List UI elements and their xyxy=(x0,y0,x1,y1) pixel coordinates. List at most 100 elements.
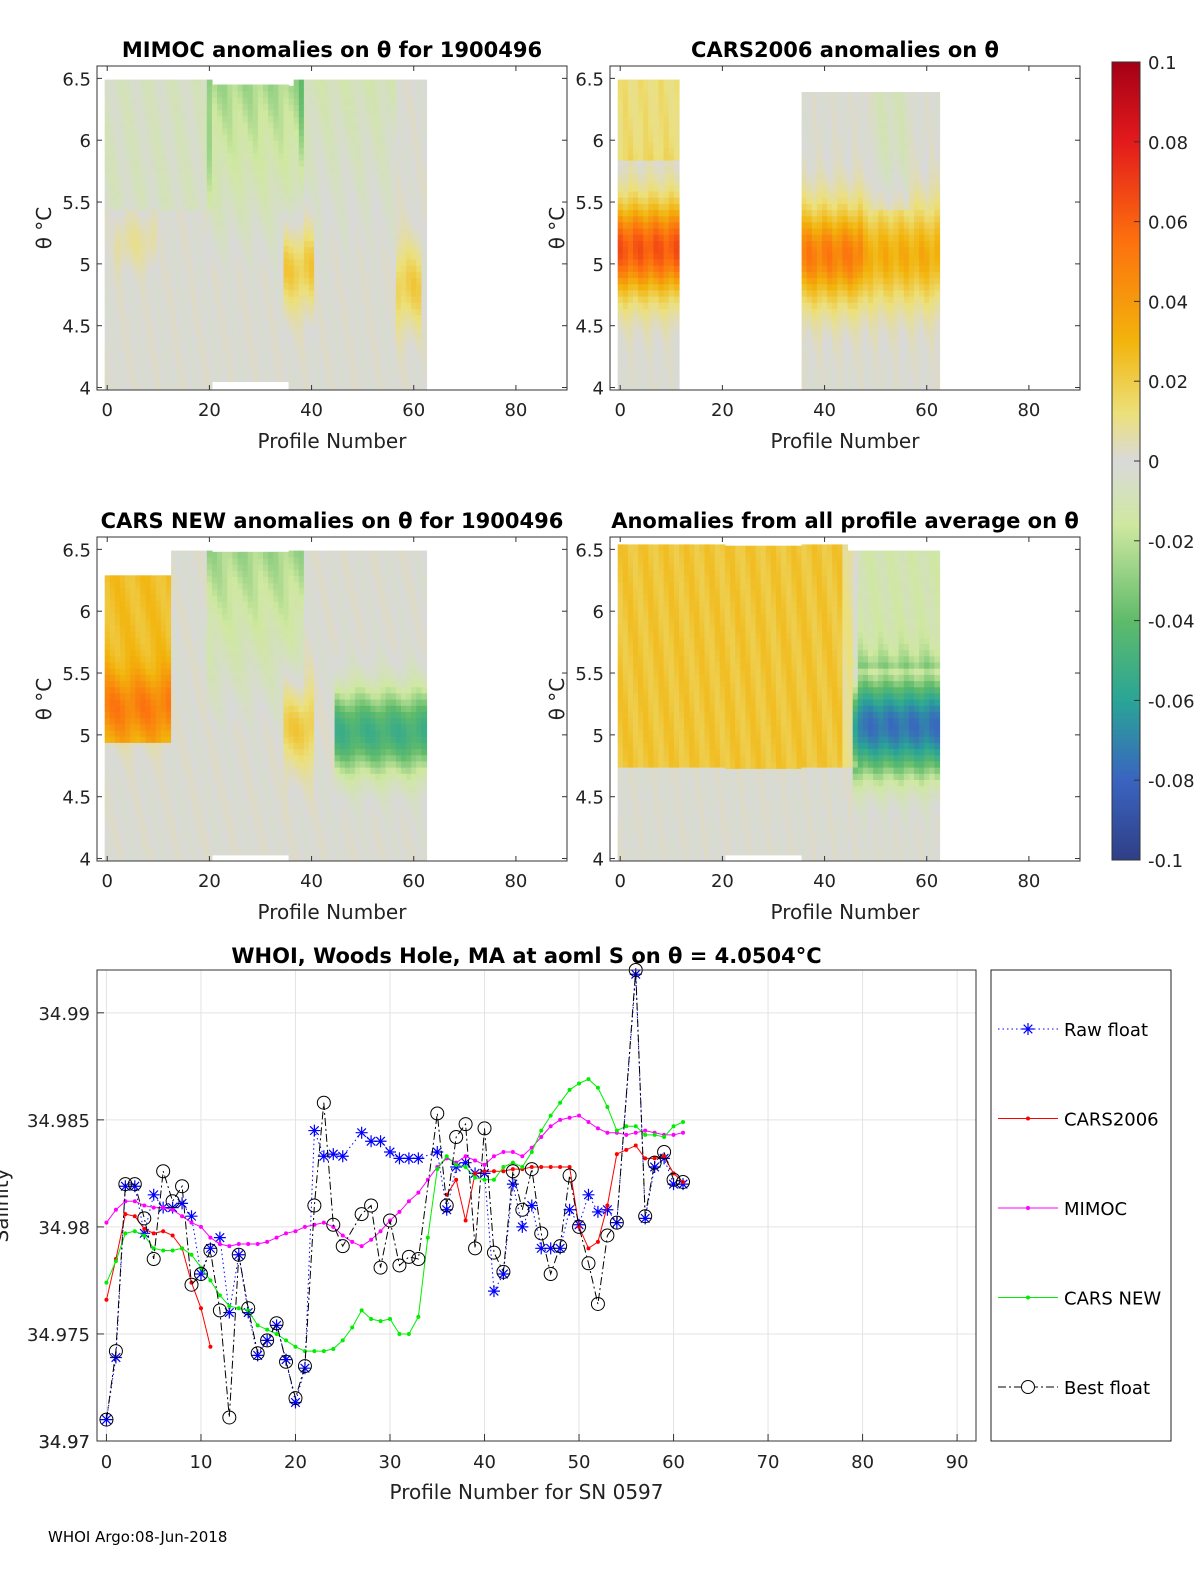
heatmap-cell xyxy=(648,98,654,105)
heatmap-cell xyxy=(273,251,279,259)
heatmap-cell xyxy=(171,203,177,211)
heatmap-cell xyxy=(319,141,325,149)
heatmap-cell xyxy=(114,147,121,155)
heatmap-cell xyxy=(283,369,290,376)
heatmap-cell xyxy=(811,357,818,365)
heatmap-cell xyxy=(298,184,305,192)
heatmap-cell xyxy=(868,277,874,285)
heatmap-cell xyxy=(842,153,849,161)
heatmap-cell xyxy=(380,104,387,112)
heatmap-cell xyxy=(186,246,193,254)
heatmap-cell xyxy=(421,351,428,359)
heatmap-cell xyxy=(370,79,376,87)
heatmap-cell xyxy=(658,277,665,285)
heatmap-cell xyxy=(355,364,361,371)
heatmap-cell xyxy=(237,350,244,358)
heatmap-cell xyxy=(622,283,629,291)
heatmap-cell xyxy=(924,271,930,279)
heatmap-cell xyxy=(160,320,167,328)
heatmap-cell xyxy=(903,382,910,390)
heatmap-cell xyxy=(278,313,285,321)
heatmap-cell xyxy=(622,258,629,266)
heatmap-cell xyxy=(201,98,208,105)
heatmap-cell xyxy=(622,345,629,353)
heatmap-cell xyxy=(365,246,371,254)
heatmap-cell xyxy=(155,221,162,229)
heatmap-cell xyxy=(633,147,639,155)
heatmap-cell xyxy=(211,96,218,104)
heatmap-cell xyxy=(186,357,193,365)
heatmap-cell xyxy=(847,302,854,309)
heatmap-cell xyxy=(196,246,203,254)
heatmap-cell xyxy=(375,110,382,118)
heatmap-cell xyxy=(827,283,833,291)
heatmap-cell xyxy=(227,121,233,129)
heatmap-cell xyxy=(232,350,239,358)
heatmap-cell xyxy=(298,364,305,371)
heatmap-cell xyxy=(653,326,660,334)
heatmap-cell xyxy=(811,345,818,353)
heatmap-cell xyxy=(181,153,187,161)
heatmap-cell xyxy=(837,122,843,130)
heatmap-cell xyxy=(181,209,187,217)
heatmap-cell xyxy=(329,296,336,303)
heatmap-cell xyxy=(622,215,629,223)
heatmap-cell xyxy=(314,178,320,186)
heatmap-cell xyxy=(329,302,336,309)
heatmap-cell xyxy=(617,240,624,248)
heatmap-cell xyxy=(150,172,157,180)
heatmap-cell xyxy=(360,160,366,167)
heatmap-cell xyxy=(633,277,639,285)
heatmap-cell xyxy=(217,214,223,222)
heatmap-cell xyxy=(888,92,895,99)
heatmap-cell xyxy=(339,190,346,198)
heatmap-cell xyxy=(421,104,428,112)
heatmap-cell xyxy=(673,370,680,377)
heatmap-cell xyxy=(339,326,346,334)
heatmap-cell xyxy=(109,221,116,229)
heatmap-cell xyxy=(370,135,376,143)
heatmap-cell xyxy=(329,110,336,118)
heatmap-cell xyxy=(375,333,382,340)
heatmap-cell xyxy=(360,79,366,87)
heatmap-cell xyxy=(375,116,382,124)
heatmap-cell xyxy=(375,271,382,279)
heatmap-cell xyxy=(421,141,428,149)
heatmap-cell xyxy=(334,252,341,260)
heatmap-cell xyxy=(929,265,935,272)
heatmap-cell xyxy=(160,277,167,285)
heatmap-cell xyxy=(109,135,116,143)
heatmap-cell xyxy=(227,96,233,104)
heatmap-cell xyxy=(668,320,675,328)
heatmap-cell xyxy=(324,314,330,322)
heatmap-cell xyxy=(324,234,330,241)
heatmap-cell xyxy=(196,314,203,322)
heatmap-cell xyxy=(257,202,264,209)
heatmap-cell xyxy=(150,296,157,303)
heatmap-cell xyxy=(186,296,193,303)
heatmap-cell xyxy=(837,221,843,229)
heatmap-cell xyxy=(130,190,136,198)
heatmap-cell xyxy=(395,320,402,328)
heatmap-cell xyxy=(375,172,382,180)
heatmap-cell xyxy=(663,110,670,118)
heatmap-cell xyxy=(370,339,376,347)
heatmap-cell xyxy=(303,116,310,124)
heatmap-cell xyxy=(135,296,141,303)
heatmap-cell xyxy=(145,345,152,353)
heatmap-cell xyxy=(293,129,300,136)
heatmap-cell xyxy=(421,110,428,118)
heatmap-cell xyxy=(401,190,407,198)
heatmap-cell xyxy=(673,314,680,322)
heatmap-cell xyxy=(658,265,665,272)
heatmap-cell xyxy=(130,252,136,260)
heatmap-cell xyxy=(847,265,854,272)
heatmap-cell xyxy=(406,228,412,235)
heatmap-cell xyxy=(914,351,920,359)
heatmap-cell xyxy=(380,351,387,359)
heatmap-cell xyxy=(268,362,274,370)
heatmap-cell xyxy=(355,234,361,241)
heatmap-cell xyxy=(385,141,392,149)
heatmap-cell xyxy=(155,296,162,303)
heatmap-cell xyxy=(130,85,136,93)
